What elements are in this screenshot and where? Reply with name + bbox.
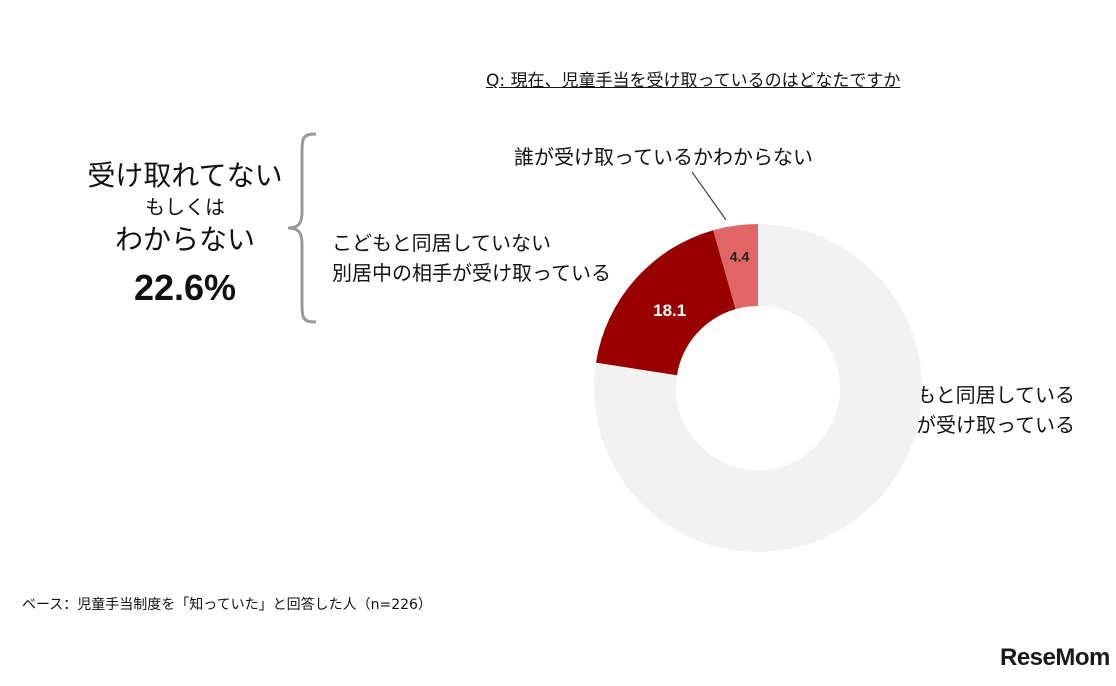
slice-label-line: 誰が受け取っているかわからない	[514, 145, 813, 169]
summary-line-1: 受け取れてない	[87, 159, 283, 192]
slice-value-label: 4.4	[730, 248, 750, 264]
leader-line-unknown	[691, 171, 727, 221]
slice-label-separate-parent: こどもと同居していない 別居中の相手が受け取っている	[332, 228, 611, 288]
donut-slice-separate-parent	[595, 230, 736, 376]
summary-line-3: わからない	[114, 223, 255, 256]
summary-line-2: もしくは	[145, 195, 225, 219]
summary-callout: 受け取れてない もしくは わからない 22.6%	[60, 158, 310, 310]
slice-label-unknown: 誰が受け取っているかわからない	[514, 142, 813, 172]
slice-label-line: こどもと同居していない	[332, 231, 551, 255]
footnote: ベース：児童手当制度を「知っていた」と回答した人（n=226）	[22, 597, 432, 613]
resemom-logo: ReseMom	[1000, 644, 1110, 671]
summary-percent: 22.6%	[133, 267, 237, 308]
slice-value-label: 18.1	[653, 301, 686, 320]
donut-slice-unknown	[713, 224, 758, 310]
curly-brace-icon	[287, 132, 317, 324]
donut-slice-self	[594, 224, 922, 552]
slice-label-line: 別居中の相手が受け取っている	[332, 261, 611, 285]
chart-question-title: Q: 現在、児童手当を受け取っているのはどなたですか	[486, 71, 901, 91]
